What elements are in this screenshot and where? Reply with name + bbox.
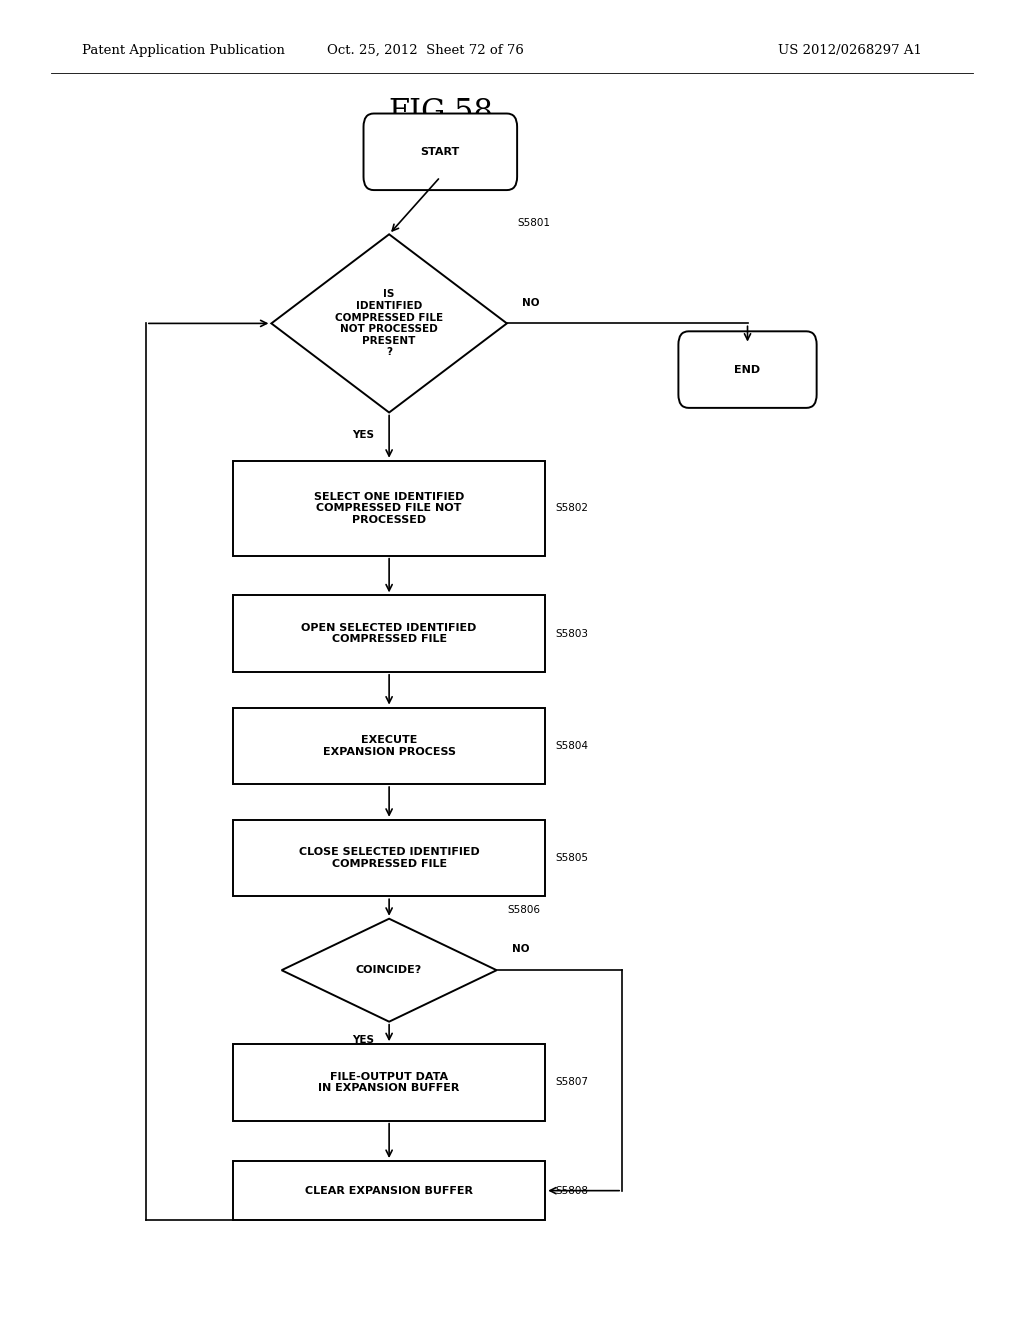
Text: SELECT ONE IDENTIFIED
COMPRESSED FILE NOT
PROCESSED: SELECT ONE IDENTIFIED COMPRESSED FILE NO… bbox=[314, 491, 464, 525]
Text: Oct. 25, 2012  Sheet 72 of 76: Oct. 25, 2012 Sheet 72 of 76 bbox=[327, 44, 523, 57]
Text: FIG.58: FIG.58 bbox=[388, 96, 493, 128]
Text: CLEAR EXPANSION BUFFER: CLEAR EXPANSION BUFFER bbox=[305, 1185, 473, 1196]
Bar bbox=[233, 708, 545, 784]
Bar bbox=[233, 595, 545, 672]
Bar bbox=[233, 461, 545, 556]
Text: OPEN SELECTED IDENTIFIED
COMPRESSED FILE: OPEN SELECTED IDENTIFIED COMPRESSED FILE bbox=[301, 623, 477, 644]
Polygon shape bbox=[271, 235, 507, 412]
Text: S5805: S5805 bbox=[555, 853, 589, 863]
Text: S5807: S5807 bbox=[555, 1077, 589, 1088]
Text: EXECUTE
EXPANSION PROCESS: EXECUTE EXPANSION PROCESS bbox=[323, 735, 456, 756]
Text: START: START bbox=[421, 147, 460, 157]
Text: YES: YES bbox=[352, 1035, 375, 1045]
Text: FILE-OUTPUT DATA
IN EXPANSION BUFFER: FILE-OUTPUT DATA IN EXPANSION BUFFER bbox=[318, 1072, 460, 1093]
Text: S5801: S5801 bbox=[517, 218, 550, 227]
Text: COINCIDE?: COINCIDE? bbox=[356, 965, 422, 975]
Text: NO: NO bbox=[522, 297, 540, 308]
FancyBboxPatch shape bbox=[364, 114, 517, 190]
Bar bbox=[233, 1044, 545, 1121]
Text: US 2012/0268297 A1: US 2012/0268297 A1 bbox=[778, 44, 923, 57]
Text: YES: YES bbox=[352, 430, 375, 440]
Polygon shape bbox=[282, 919, 497, 1022]
Text: S5802: S5802 bbox=[555, 503, 589, 513]
Text: Patent Application Publication: Patent Application Publication bbox=[82, 44, 285, 57]
Bar bbox=[233, 1162, 545, 1220]
FancyBboxPatch shape bbox=[678, 331, 817, 408]
Text: S5804: S5804 bbox=[555, 741, 589, 751]
Text: S5803: S5803 bbox=[555, 628, 589, 639]
Text: CLOSE SELECTED IDENTIFIED
COMPRESSED FILE: CLOSE SELECTED IDENTIFIED COMPRESSED FIL… bbox=[299, 847, 479, 869]
Text: NO: NO bbox=[512, 944, 529, 954]
Text: IS
IDENTIFIED
COMPRESSED FILE
NOT PROCESSED
PRESENT
?: IS IDENTIFIED COMPRESSED FILE NOT PROCES… bbox=[335, 289, 443, 358]
Text: S5808: S5808 bbox=[555, 1185, 589, 1196]
Bar bbox=[233, 820, 545, 896]
Text: S5806: S5806 bbox=[507, 904, 540, 915]
Text: END: END bbox=[734, 364, 761, 375]
